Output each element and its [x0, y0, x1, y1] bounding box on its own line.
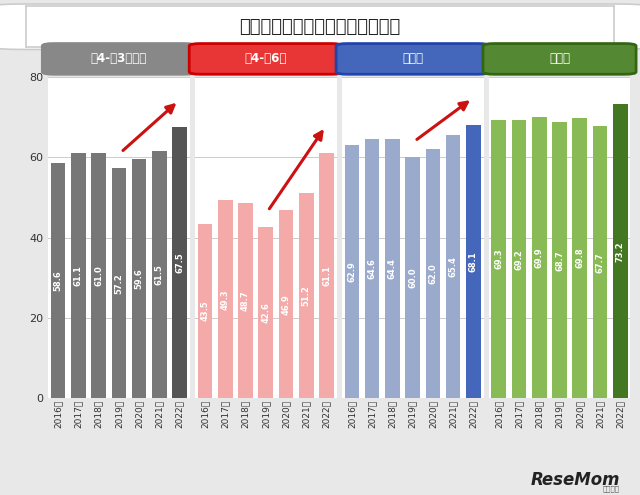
Bar [573, 118, 587, 398]
Text: 中学生: 中学生 [402, 52, 423, 65]
Text: 67.7: 67.7 [596, 252, 605, 273]
Bar [259, 227, 273, 398]
Bar [512, 120, 526, 398]
Text: 61.0: 61.0 [94, 265, 103, 286]
Bar [593, 126, 607, 398]
Text: 68.1: 68.1 [469, 251, 478, 272]
Bar [532, 117, 547, 398]
Bar [71, 153, 86, 398]
Text: 42.6: 42.6 [261, 302, 270, 323]
Text: 73.2: 73.2 [616, 241, 625, 261]
FancyBboxPatch shape [483, 44, 636, 74]
Bar [466, 125, 481, 398]
Text: 高校生: 高校生 [549, 52, 570, 65]
Text: マイナビ: マイナビ [603, 485, 620, 492]
Bar [492, 120, 506, 398]
Bar [111, 168, 126, 398]
Text: 61.1: 61.1 [322, 265, 331, 286]
Text: 65.4: 65.4 [449, 256, 458, 277]
Bar [218, 200, 232, 398]
Bar [51, 163, 65, 398]
Text: 67.5: 67.5 [175, 252, 184, 273]
Bar [152, 151, 166, 398]
FancyBboxPatch shape [42, 44, 195, 74]
Text: ReseMom: ReseMom [531, 471, 620, 489]
FancyBboxPatch shape [189, 44, 342, 74]
Text: 小4-小6生: 小4-小6生 [244, 52, 287, 65]
Text: 57.2: 57.2 [115, 273, 124, 294]
Text: 68.7: 68.7 [555, 250, 564, 271]
Text: 60.0: 60.0 [408, 267, 417, 288]
Text: 62.0: 62.0 [428, 263, 437, 284]
Bar [365, 139, 380, 398]
Text: 46.9: 46.9 [282, 294, 291, 314]
Text: 小4-高3生全体: 小4-高3生全体 [91, 52, 147, 65]
Text: 59.6: 59.6 [134, 268, 143, 289]
Bar [238, 202, 253, 398]
Text: 49.3: 49.3 [221, 289, 230, 310]
Text: 51.2: 51.2 [302, 285, 311, 306]
Text: 62.9: 62.9 [348, 262, 356, 282]
Bar [405, 157, 420, 398]
Bar [198, 224, 212, 398]
Bar [446, 136, 460, 398]
Bar [552, 122, 567, 398]
FancyBboxPatch shape [0, 4, 640, 50]
Bar [299, 193, 314, 398]
Bar [426, 149, 440, 398]
Text: 69.9: 69.9 [535, 248, 544, 268]
Text: 58.6: 58.6 [54, 270, 63, 291]
Text: 69.8: 69.8 [575, 248, 584, 268]
Bar [172, 127, 187, 398]
FancyBboxPatch shape [336, 44, 489, 74]
Text: 61.5: 61.5 [155, 264, 164, 285]
Text: 69.2: 69.2 [515, 249, 524, 270]
Text: 64.6: 64.6 [367, 258, 376, 279]
Bar [132, 159, 147, 398]
Text: 上手な勉強のしかたがわからない: 上手な勉強のしかたがわからない [239, 18, 401, 36]
Bar [344, 146, 359, 398]
Bar [319, 153, 334, 398]
Bar [385, 140, 399, 398]
Bar [613, 104, 628, 398]
Bar [92, 153, 106, 398]
Text: 48.7: 48.7 [241, 290, 250, 311]
Text: 61.1: 61.1 [74, 265, 83, 286]
Text: 64.4: 64.4 [388, 258, 397, 279]
Bar [279, 210, 293, 398]
Text: 69.3: 69.3 [494, 249, 503, 269]
Text: 43.5: 43.5 [200, 300, 209, 321]
